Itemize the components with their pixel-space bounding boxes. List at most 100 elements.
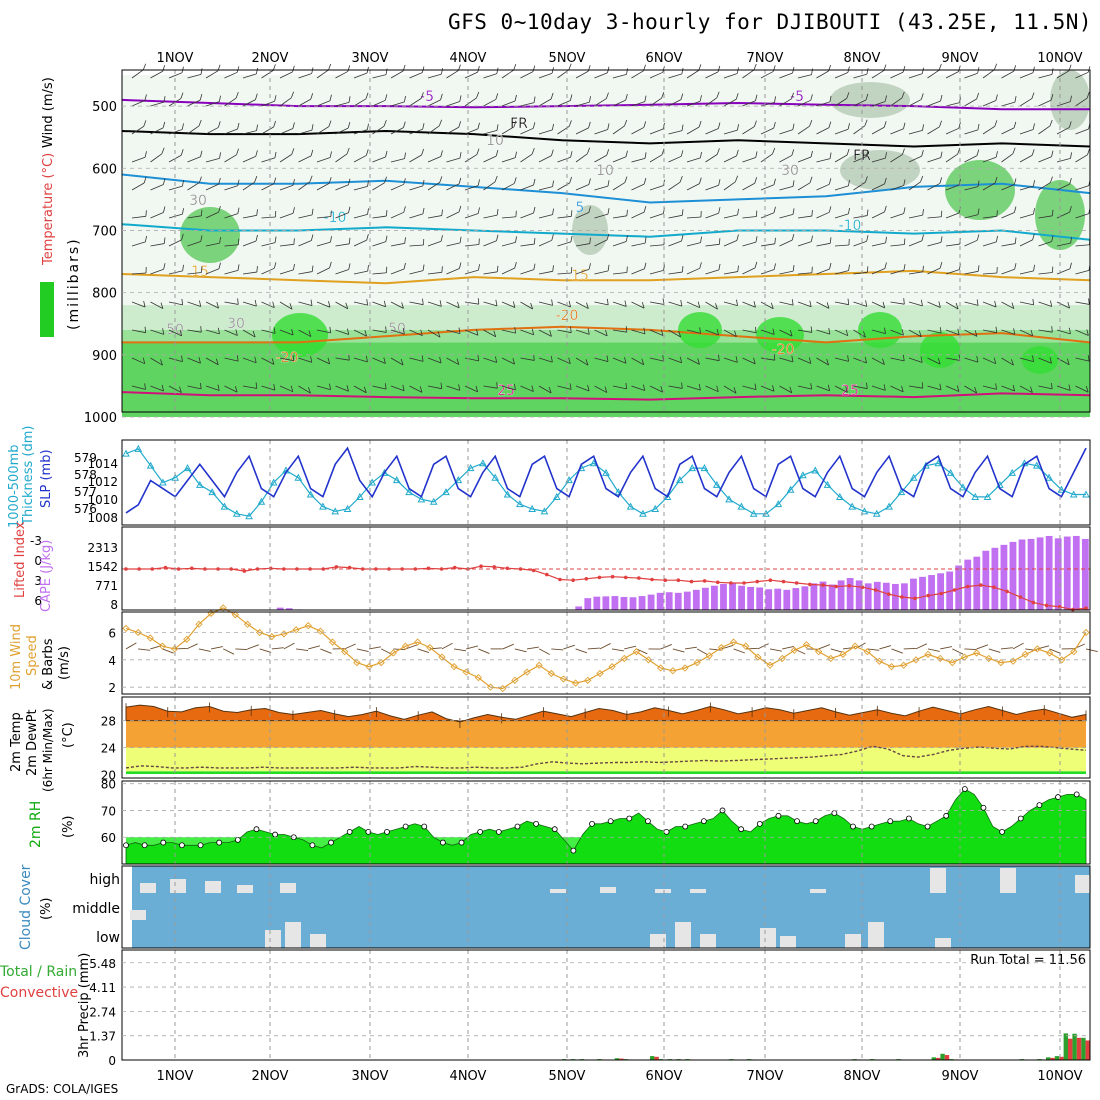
wind-barb-flag: [699, 327, 701, 334]
wind-barb-flag: [1032, 123, 1035, 130]
li-point: [282, 567, 286, 571]
wind10-point: [790, 646, 798, 654]
wind-barb-flag: [402, 384, 405, 391]
wind-barb-flag: [384, 176, 387, 183]
isotherm-line: [121, 391, 1091, 401]
wind-barb-flag: [641, 302, 645, 309]
wind-barb: [335, 184, 349, 191]
wind-barb: [501, 69, 514, 79]
wind-barb: [427, 99, 441, 107]
wind-barb-flag: [364, 330, 367, 337]
wind-barb: [594, 329, 608, 337]
wind-barb: [945, 71, 959, 79]
wind-barb: [483, 73, 497, 79]
wind-barb-flag: [273, 327, 276, 334]
wind-barb: [409, 213, 424, 219]
wind-barb: [261, 301, 275, 309]
rh2m-point: [346, 828, 353, 835]
wind-barb: [279, 184, 294, 191]
rh2m-point: [589, 820, 595, 827]
wind-barb: [760, 184, 775, 191]
wind10-barb: [441, 642, 453, 650]
wind-barb-flag: [551, 149, 554, 156]
wind-barb-flag: [533, 238, 536, 245]
wind10-barb: [976, 644, 989, 650]
wind-barb-flag: [219, 152, 221, 159]
wind-barb: [150, 153, 163, 163]
wind-barb-flag: [1069, 205, 1072, 213]
thickness-point: [909, 473, 918, 481]
wind-barb: [742, 182, 755, 191]
contour-label: 10: [486, 133, 504, 149]
wind-barb: [298, 329, 312, 337]
wind-barb-flag: [513, 383, 516, 390]
wind-barb: [1075, 357, 1090, 362]
wind-barb-flag: [1068, 384, 1071, 391]
wind-barb: [224, 154, 237, 163]
wind-barb-flag: [644, 237, 647, 244]
wind-barb: [1019, 129, 1034, 135]
wind-barb: [853, 215, 868, 219]
wind-barb: [594, 301, 609, 306]
wind-barb: [964, 329, 978, 337]
wind-barb: [779, 213, 794, 219]
wind-barb-flag: [977, 180, 980, 187]
wind-barb-flag: [422, 264, 425, 271]
wind-barb-flag: [160, 359, 163, 366]
wind-barb: [1056, 101, 1071, 107]
wind-barb-flag: [1088, 298, 1090, 305]
wind-barb: [964, 214, 979, 219]
wind-barb-flag: [142, 357, 146, 364]
y-tick-label: 1000: [84, 411, 117, 426]
rh-blob: [572, 205, 608, 255]
rh2m-point: [421, 823, 428, 830]
wind-barb-flag: [310, 299, 313, 306]
li-point: [1005, 589, 1009, 594]
wind-barb-flag: [772, 385, 775, 392]
rh2m-point: [197, 842, 204, 849]
wind-barb-flag: [441, 209, 443, 216]
contour-label: -20: [556, 308, 579, 324]
wind-barb-flag: [570, 326, 572, 333]
wind-barb-flag: [866, 68, 869, 75]
wind-barb-flag: [773, 354, 776, 361]
wind-barb: [853, 240, 867, 247]
wind10-point: [268, 632, 276, 641]
wind-barb: [705, 97, 718, 107]
wind-barb: [372, 329, 387, 333]
li-point: [808, 582, 812, 587]
wind-barb-flag: [995, 383, 997, 390]
wind-barb-flag: [568, 300, 571, 308]
wind-barb-flag: [585, 359, 589, 366]
wind-barb: [335, 385, 349, 392]
rh2m-tick-label: 60: [101, 831, 116, 845]
wind-barb-flag: [792, 180, 795, 187]
wind-barb: [409, 98, 422, 107]
wind-barb-flag: [995, 151, 998, 158]
wind-barb-flag: [588, 206, 591, 213]
cape-bar: [801, 586, 809, 610]
wind-barb: [760, 101, 775, 107]
wind-barb-flag: [903, 179, 906, 186]
rh2m-point: [1073, 791, 1080, 798]
wind-barb: [538, 72, 553, 79]
wind-barb: [797, 215, 812, 219]
wind-barb-flag: [847, 123, 850, 130]
wind-barb-flag: [144, 326, 147, 333]
wind-barb: [409, 385, 423, 393]
wind-barb-flag: [348, 178, 351, 185]
wind-barb: [797, 357, 812, 364]
precip-total-bar: [1063, 1033, 1068, 1060]
wind-barb-flag: [478, 264, 480, 271]
wind-barb: [908, 73, 923, 79]
wind-barb-flag: [180, 92, 184, 99]
wind-barb-flag: [1012, 384, 1015, 392]
wind-barb-flag: [161, 384, 164, 392]
li-point: [452, 565, 457, 570]
wind-barb: [723, 155, 737, 163]
wind-barb-flag: [1067, 302, 1070, 309]
wind-barb-flag: [698, 64, 702, 71]
wind-barb: [131, 272, 146, 275]
wind-barb: [372, 385, 387, 390]
wind-barb-flag: [1032, 298, 1035, 305]
